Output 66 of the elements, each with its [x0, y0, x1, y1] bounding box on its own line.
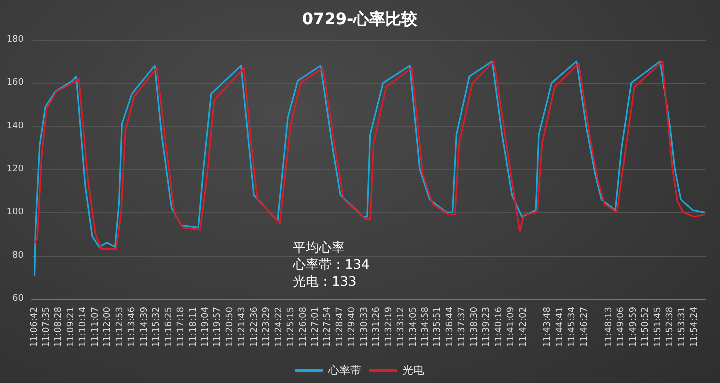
legend-label: 心率带 — [328, 364, 362, 377]
x-tick-label: 11:33:12 — [396, 307, 407, 348]
x-tick-label: 11:39:23 — [482, 307, 492, 348]
x-tick-label: 11:12:53 — [115, 307, 126, 348]
x-tick-label: 11:28:47 — [335, 307, 346, 348]
x-tick-label: 11:34:58 — [421, 306, 432, 348]
x-tick-label: 11:20:50 — [225, 306, 236, 348]
x-tick-label: 11:29:40 — [348, 306, 358, 348]
x-tick-label: 11:34:05 — [408, 307, 419, 348]
x-tick-label: 11:48:13 — [604, 307, 614, 348]
annotation: 光电：133 — [293, 275, 357, 290]
x-tick-label: 11:11:07 — [90, 307, 101, 348]
y-tick-label: 80 — [12, 250, 24, 261]
x-tick-label: 11:08:28 — [54, 306, 64, 348]
x-tick-label: 11:43:48 — [543, 306, 554, 348]
x-tick-label: 11:49:06 — [616, 306, 627, 348]
x-tick-label: 11:42:02 — [518, 307, 529, 348]
x-tick-label: 11:12:00 — [103, 306, 114, 348]
y-tick-label: 160 — [6, 78, 24, 88]
x-tick-label: 11:21:43 — [238, 307, 248, 348]
x-tick-label: 11:23:29 — [262, 306, 272, 348]
x-tick-label: 11:32:19 — [384, 306, 394, 348]
x-tick-label: 11:51:45 — [653, 307, 664, 348]
x-tick-label: 11:38:30 — [470, 306, 480, 348]
x-tick-label: 11:37:37 — [458, 307, 468, 348]
x-tick-label: 11:10:14 — [78, 306, 89, 348]
x-tick-label: 11:15:32 — [152, 307, 162, 348]
x-tick-label: 11:14:39 — [140, 306, 150, 348]
x-tick-label: 11:16:25 — [164, 307, 174, 348]
x-tick-label: 11:09:21 — [66, 307, 76, 348]
x-tick-label: 11:27:54 — [323, 306, 334, 348]
x-tick-label: 11:07:35 — [42, 307, 52, 348]
x-tick-label: 11:18:11 — [188, 307, 199, 348]
x-tick-label: 11:17:18 — [176, 306, 186, 348]
x-tick-label: 11:45:34 — [568, 306, 578, 348]
x-tick-label: 11:19:57 — [213, 307, 224, 348]
x-tick-label: 11:30:33 — [360, 307, 370, 348]
x-tick-label: 11:49:59 — [628, 306, 639, 348]
y-tick-label: 180 — [6, 35, 24, 45]
x-tick-label: 11:13:46 — [128, 306, 138, 348]
x-tick-label: 11:31:26 — [372, 306, 382, 348]
x-tick-label: 11:24:22 — [274, 307, 284, 348]
y-tick-label: 60 — [12, 294, 24, 304]
x-tick-label: 11:27:01 — [310, 307, 321, 348]
annotation: 平均心率 — [293, 240, 345, 256]
x-tick-label: 11:54:24 — [690, 306, 700, 348]
y-tick-label: 140 — [6, 121, 24, 132]
x-tick-label: 11:53:31 — [678, 307, 688, 348]
x-tick-label: 11:52:38 — [665, 306, 676, 348]
x-tick-label: 11:35:51 — [433, 307, 444, 348]
x-tick-label: 11:19:04 — [200, 306, 211, 348]
x-tick-label: 11:40:16 — [494, 306, 504, 348]
legend-label: 光电 — [402, 364, 424, 377]
x-tick-label: 11:26:08 — [298, 306, 309, 348]
x-tick-label: 11:41:09 — [506, 306, 517, 348]
x-tick-label: 11:25:15 — [286, 307, 296, 348]
y-tick-label: 120 — [6, 164, 24, 174]
annotation: 心率带：134 — [292, 257, 370, 273]
y-tick-label: 100 — [6, 208, 24, 218]
chart-title: 0729-心率比较 — [302, 10, 419, 28]
x-tick-label: 11:50:52 — [641, 307, 652, 348]
x-tick-label: 11:22:36 — [250, 306, 260, 348]
x-tick-label: 11:36:44 — [445, 306, 456, 348]
x-tick-label: 11:06:42 — [30, 307, 40, 348]
x-tick-label: 11:44:41 — [555, 307, 566, 348]
x-tick-label: 11:46:27 — [580, 307, 590, 348]
